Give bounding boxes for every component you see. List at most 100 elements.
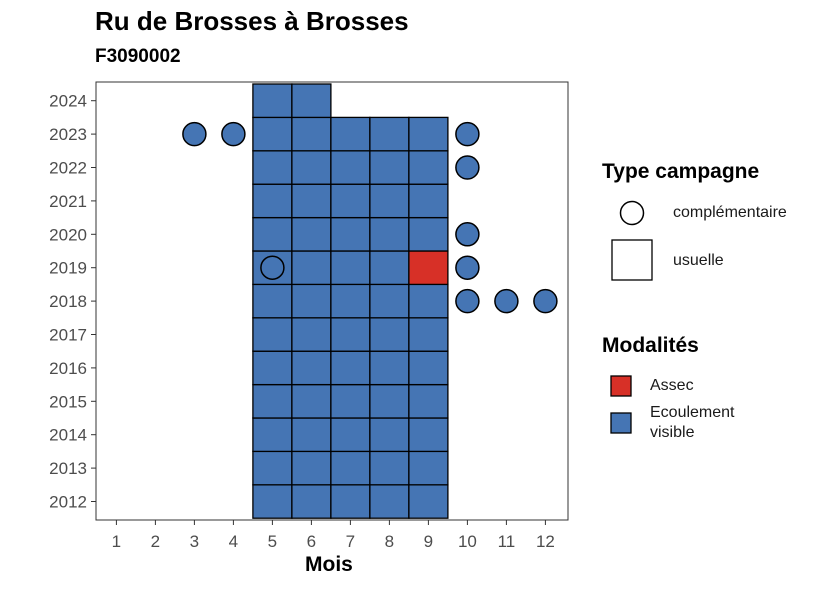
- point-2018-12: [533, 288, 558, 314]
- tile-2014-5: [252, 417, 293, 453]
- tile-2016-7: [330, 350, 371, 386]
- tile-2021-7: [330, 183, 371, 219]
- tile-2023-7: [330, 116, 371, 152]
- y-tick-label-2022: 2022: [49, 159, 87, 178]
- tile-2012-9: [408, 484, 449, 519]
- tile-2023-9: [408, 116, 449, 152]
- y-tick-label-2024: 2024: [49, 92, 87, 111]
- legend-ecoulement-key: [610, 412, 632, 434]
- tile-2015-9: [408, 383, 449, 419]
- tile-2019-6: [291, 250, 332, 286]
- tile-2022-8: [369, 150, 410, 185]
- y-tick-label-2013: 2013: [49, 459, 87, 478]
- tile-2012-5: [252, 484, 293, 519]
- point-2018-10: [455, 288, 480, 314]
- tile-2018-6: [291, 283, 332, 319]
- y-tick-label-2023: 2023: [49, 125, 87, 144]
- tile-2012-6: [291, 484, 332, 519]
- point-2019-10: [455, 255, 480, 280]
- x-axis-label: Mois: [305, 553, 353, 576]
- tile-2020-6: [291, 216, 332, 252]
- tile-2017-7: [330, 317, 371, 352]
- x-tick-label-7: 7: [346, 532, 355, 551]
- tile-2015-7: [330, 383, 371, 419]
- tile-2013-8: [369, 450, 410, 486]
- legend-usuelle-key: [611, 239, 653, 281]
- y-tick-label-2018: 2018: [49, 292, 87, 311]
- x-tick-label-5: 5: [268, 532, 277, 551]
- tile-2021-6: [291, 183, 332, 219]
- point-2022-10: [455, 155, 480, 180]
- legend-ecoulement-label: Ecoulement visible: [650, 403, 735, 443]
- tile-2017-9: [408, 317, 449, 352]
- tile-2021-5: [252, 183, 293, 219]
- tile-2015-6: [291, 383, 332, 419]
- legend-complementaire-label: complémentaire: [673, 204, 787, 221]
- point-2023-3: [182, 121, 207, 147]
- tile-2012-8: [369, 484, 410, 519]
- point-2023-4: [221, 121, 246, 147]
- y-tick-label-2015: 2015: [49, 392, 87, 411]
- tile-2020-8: [369, 216, 410, 252]
- point-2020-10: [455, 222, 480, 247]
- legend-assec-key: [610, 375, 632, 397]
- tile-2014-7: [330, 417, 371, 453]
- tile-2022-6: [291, 150, 332, 185]
- legend-ecoulement-line1: Ecoulement: [650, 404, 735, 421]
- tile-2014-6: [291, 417, 332, 453]
- x-tick-label-6: 6: [307, 532, 316, 551]
- x-tick-label-8: 8: [385, 532, 394, 551]
- legend-complementaire-key: [619, 200, 645, 226]
- y-tick-label-2012: 2012: [49, 493, 87, 512]
- tile-2017-8: [369, 317, 410, 352]
- tile-2020-5: [252, 216, 293, 252]
- tile-2018-8: [369, 283, 410, 319]
- legend-usuelle-label: usuelle: [673, 252, 724, 269]
- tile-2023-6: [291, 116, 332, 152]
- tile-2021-9: [408, 183, 449, 219]
- x-tick-label-3: 3: [190, 532, 199, 551]
- y-tick-label-2019: 2019: [49, 259, 87, 278]
- tile-2015-8: [369, 383, 410, 419]
- y-tick-label-2021: 2021: [49, 192, 87, 211]
- tile-2021-8: [369, 183, 410, 219]
- tile-2019-7: [330, 250, 371, 286]
- tile-2022-7: [330, 150, 371, 185]
- tile-2016-6: [291, 350, 332, 386]
- tile-2013-7: [330, 450, 371, 486]
- chart-subtitle: F3090002: [95, 46, 181, 67]
- tile-2018-9: [408, 283, 449, 319]
- tile-2023-8: [369, 116, 410, 152]
- tile-2020-7: [330, 216, 371, 252]
- tile-2017-5: [252, 317, 293, 352]
- point-2019-5: [260, 255, 285, 280]
- tile-2013-6: [291, 450, 332, 486]
- tile-2012-7: [330, 484, 371, 519]
- tile-2023-5: [252, 116, 293, 152]
- legend-modalite-title: Modalités: [602, 334, 699, 357]
- y-tick-label-2020: 2020: [49, 225, 87, 244]
- tile-2022-9: [408, 150, 449, 185]
- x-tick-label-11: 11: [498, 532, 516, 551]
- x-tick-label-12: 12: [536, 532, 555, 551]
- tile-2014-9: [408, 417, 449, 453]
- tile-2024-5: [252, 83, 293, 119]
- point-2023-10: [455, 121, 480, 147]
- legend-type-title: Type campagne: [602, 160, 760, 183]
- legend-ecoulement-line2: visible: [650, 424, 695, 441]
- tile-2022-5: [252, 150, 293, 185]
- point-2018-11: [494, 288, 519, 314]
- y-tick-label-2016: 2016: [49, 359, 87, 378]
- tile-2020-9: [408, 216, 449, 252]
- y-tick-label-2017: 2017: [49, 326, 87, 345]
- tile-2015-5: [252, 383, 293, 419]
- tile-2014-8: [369, 417, 410, 453]
- x-tick-label-2: 2: [151, 532, 160, 551]
- tile-2017-6: [291, 317, 332, 352]
- tile-2016-8: [369, 350, 410, 386]
- legend-assec-label: Assec: [650, 377, 694, 394]
- x-tick-label-10: 10: [458, 532, 477, 551]
- tile-2018-7: [330, 283, 371, 319]
- tile-2019-9: [408, 250, 449, 286]
